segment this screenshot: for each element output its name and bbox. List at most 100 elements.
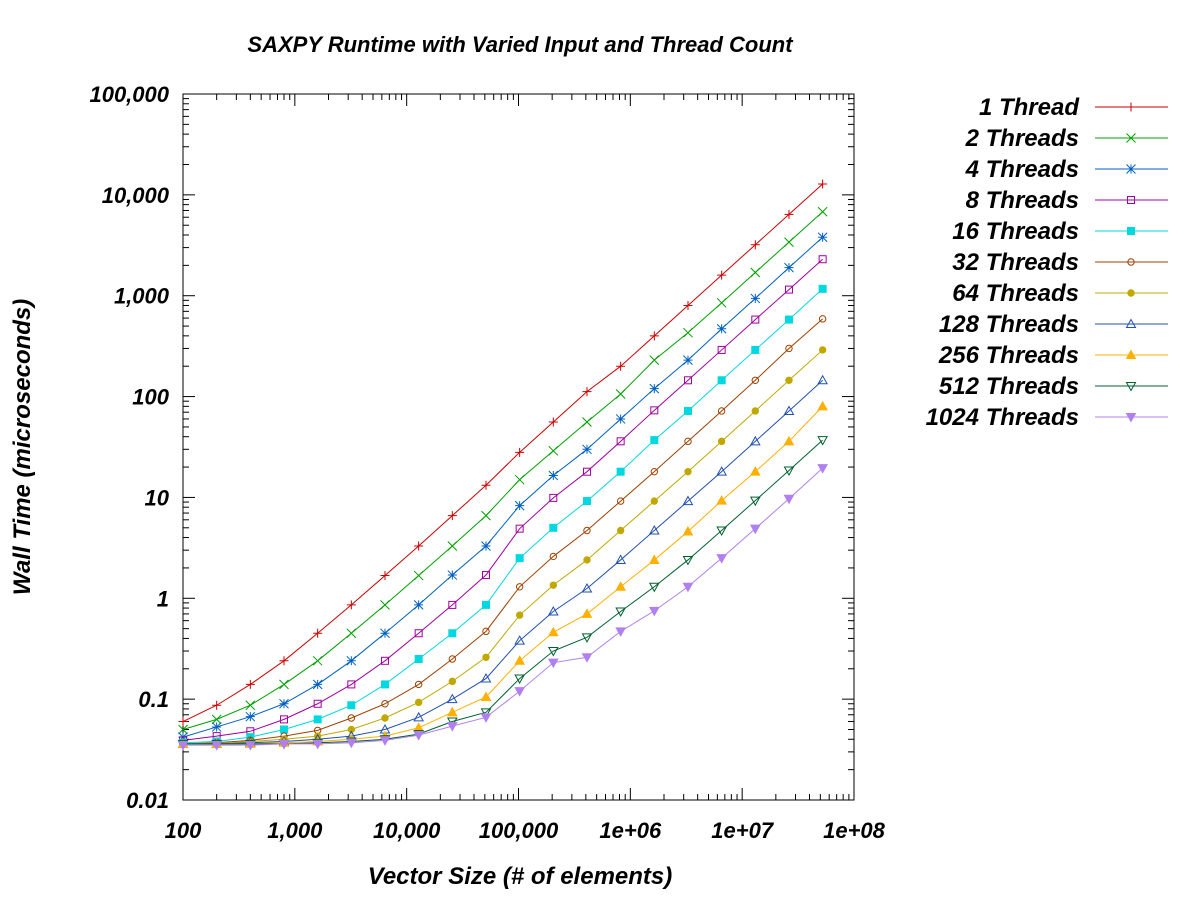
data-point-32-threads [381, 700, 389, 708]
data-point-64-threads [448, 677, 457, 686]
data-point-1024-threads [379, 736, 391, 746]
data-point-1-thread [380, 571, 390, 581]
data-point-256-threads [783, 435, 795, 446]
data-point-4-threads [649, 383, 660, 394]
y-axis-label: Wall Time (microseconds) [9, 299, 36, 596]
data-point-1024-threads [716, 554, 727, 564]
series-64-threads [179, 346, 827, 748]
data-point-8-threads [414, 629, 423, 638]
data-point-128-threads [682, 495, 694, 506]
data-point-64-threads [515, 611, 524, 619]
data-point-256-threads [581, 608, 593, 618]
data-point-16-threads [650, 436, 659, 445]
data-point-128-threads [716, 466, 727, 476]
series-line-1-thread [182, 183, 823, 722]
data-point-1024-threads [682, 582, 694, 593]
data-point-512-threads [817, 436, 828, 446]
data-point-8-threads [279, 715, 288, 724]
data-point-1024-threads [480, 713, 492, 723]
x-tick-labels: 100 1,000 10,000 100,000 1e+06 1e+07 1e+08 [165, 818, 886, 843]
data-point-4-threads [683, 355, 693, 365]
legend-marker [1125, 382, 1137, 392]
legend-entry-4-threads: 4 Threads [965, 156, 1168, 183]
data-point-64-threads [414, 698, 423, 707]
data-point-512-threads [446, 717, 458, 728]
legend-marker [1126, 164, 1136, 174]
series-line-4-threads [182, 236, 823, 738]
data-point-8-threads [313, 699, 322, 708]
data-point-256-threads [648, 554, 660, 564]
data-point-16-threads [683, 406, 692, 415]
data-point-4-threads [615, 414, 626, 424]
x-tick-label: 100,000 [479, 818, 559, 843]
data-point-128-threads [413, 711, 425, 722]
data-point-1-thread [245, 679, 255, 689]
y-tick-label: 1,000 [114, 284, 170, 309]
data-point-1-thread [178, 717, 188, 727]
y-tick-label: 100,000 [89, 82, 169, 107]
data-point-16-threads [313, 715, 322, 724]
data-point-1-thread [750, 240, 760, 250]
data-point-1-thread [717, 270, 727, 280]
data-point-64-threads [482, 653, 490, 661]
data-point-16-threads [751, 345, 760, 354]
series-32-threads [179, 315, 827, 748]
data-point-128-threads [480, 673, 492, 683]
legend-label: 16 Threads [952, 218, 1079, 245]
data-point-1024-threads [312, 739, 324, 750]
legend-marker [1125, 318, 1137, 328]
data-point-16-threads [717, 376, 726, 385]
data-point-256-threads [817, 400, 828, 411]
data-point-1024-threads [413, 731, 425, 741]
data-point-64-threads [785, 376, 793, 384]
data-point-32-threads [549, 552, 558, 561]
series-2-threads [178, 206, 828, 735]
data-point-8-threads [582, 467, 591, 476]
data-point-2-threads [380, 600, 390, 610]
data-point-4-threads [279, 698, 289, 709]
legend: 1 Thread 2 Threads 4 Threads 8 Threads 16 Th… [926, 94, 1168, 431]
data-point-32-threads [717, 407, 726, 415]
data-point-128-threads [514, 635, 526, 645]
data-point-32-threads [818, 315, 827, 323]
data-point-32-threads [583, 526, 591, 535]
legend-label: 8 Threads [966, 187, 1079, 214]
data-point-512-threads [514, 674, 526, 685]
data-point-8-threads [818, 255, 827, 264]
legend-entry-256-threads: 256 Threads [938, 342, 1168, 369]
series-8-threads [179, 255, 827, 745]
legend-entry-128-threads: 128 Threads [939, 311, 1168, 338]
data-point-1-thread [515, 447, 525, 457]
data-point-8-threads [380, 656, 389, 665]
y-tick-label: 100 [132, 385, 169, 410]
series-line-32-threads [182, 318, 823, 745]
data-point-2-threads [481, 510, 491, 521]
data-point-256-threads [446, 706, 458, 717]
legend-marker [1127, 227, 1135, 235]
data-point-4-threads [211, 722, 222, 732]
data-point-512-threads [682, 555, 694, 566]
y-tick-label: 1 [157, 586, 169, 611]
series-line-512-threads [183, 439, 823, 745]
legend-entry-32-threads: 32 Threads [952, 249, 1168, 276]
data-point-16-threads [481, 600, 490, 609]
data-point-2-threads [279, 679, 289, 690]
data-point-1-thread [649, 331, 659, 341]
legend-label: 1 Thread [979, 94, 1080, 121]
plot-series [177, 179, 828, 751]
data-point-1024-threads [345, 738, 357, 749]
data-point-4-threads [548, 470, 559, 481]
data-point-512-threads [749, 496, 761, 507]
data-point-64-threads [717, 437, 726, 446]
y-tick-label: 10,000 [102, 183, 170, 208]
data-point-64-threads [684, 467, 692, 476]
data-point-16-threads [784, 315, 793, 324]
data-point-512-threads [480, 708, 492, 718]
data-point-2-threads [245, 700, 256, 711]
data-point-1024-threads [817, 464, 828, 474]
legend-label: 1024 Threads [926, 404, 1079, 431]
data-point-2-threads [683, 327, 693, 338]
data-point-4-threads [346, 655, 357, 666]
data-point-4-threads [447, 570, 458, 580]
data-point-1-thread [616, 361, 626, 371]
